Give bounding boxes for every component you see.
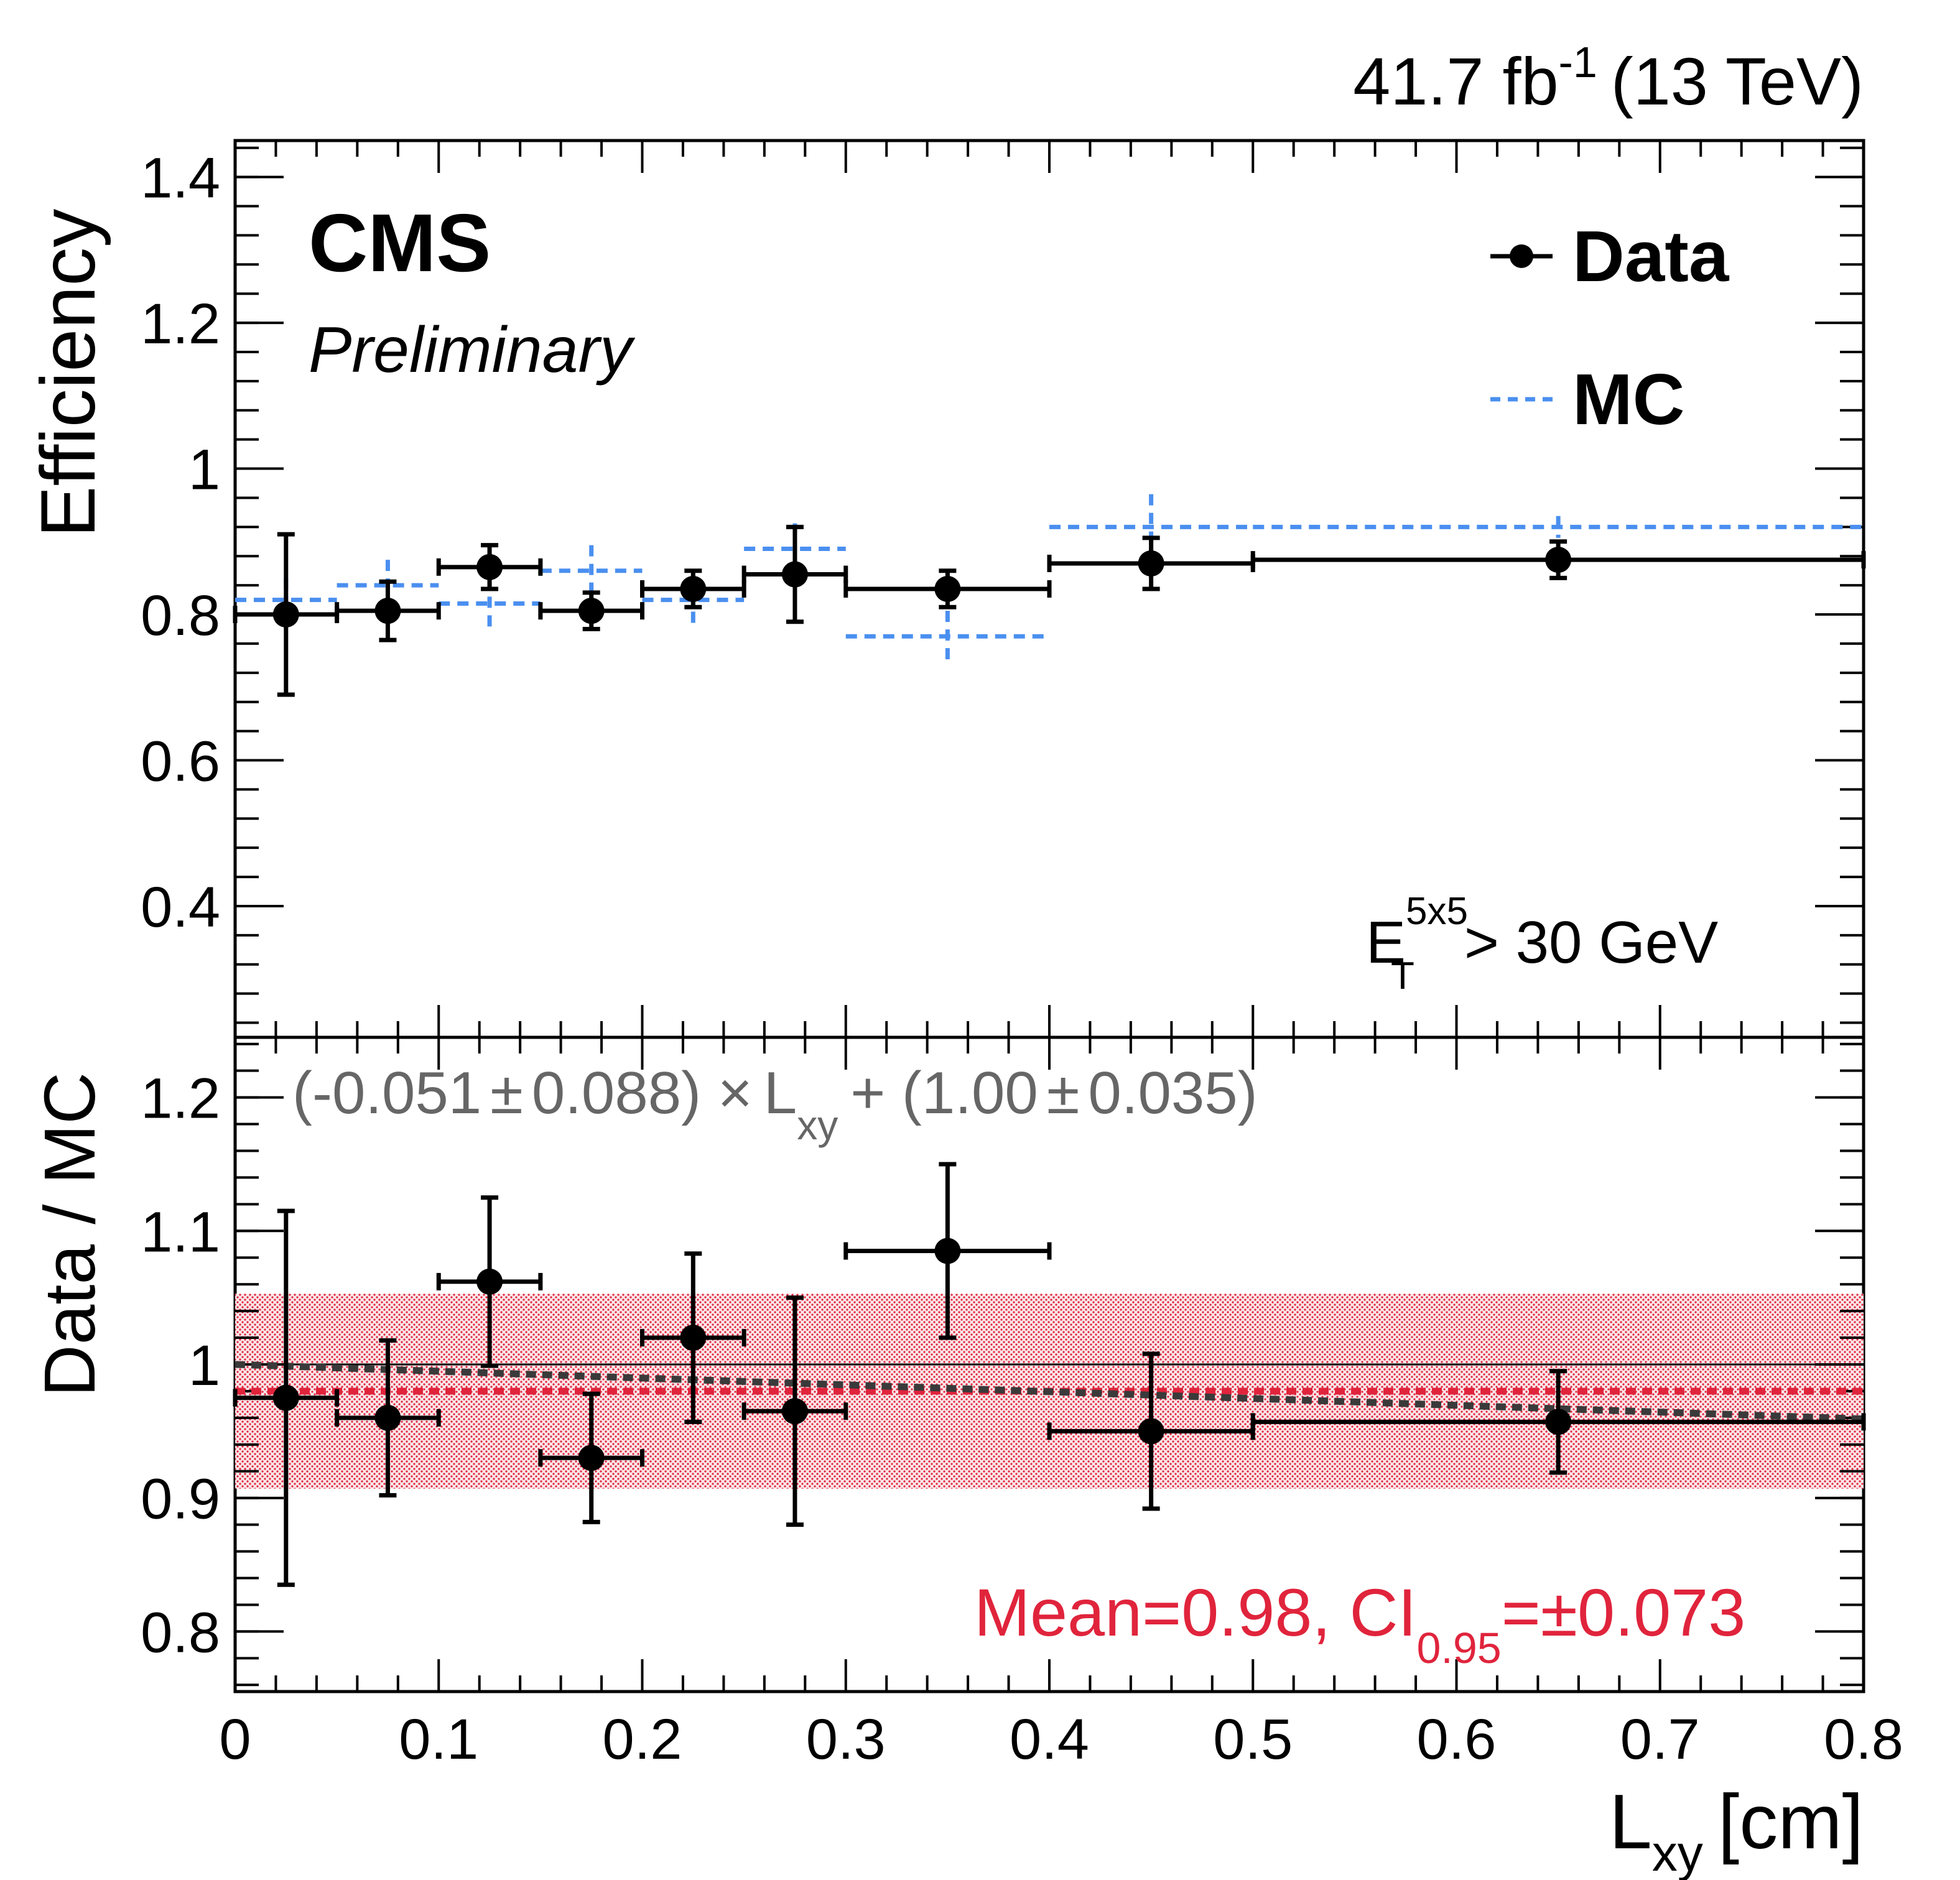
data-point	[843, 568, 1052, 609]
data-point	[1250, 539, 1866, 580]
ratio-point	[640, 1251, 746, 1424]
data-point	[640, 568, 746, 609]
ratio-marker	[934, 1238, 961, 1264]
preliminary-label: Preliminary	[309, 314, 636, 386]
x-tick-label: 0.1	[399, 1708, 478, 1771]
linear-fit-line	[235, 1361, 1864, 1423]
data-series	[233, 524, 1866, 697]
y-tick-label: 0.6	[141, 730, 220, 794]
y-tick-label: 1.2	[141, 292, 220, 356]
ratio-point	[233, 1208, 340, 1587]
ratio-marker	[272, 1384, 299, 1411]
ratio-marker	[476, 1268, 503, 1295]
y-axis-title-bottom: Data / MC	[29, 1072, 110, 1397]
x-tick-label: 0.6	[1417, 1708, 1497, 1771]
et-cut-label: E5x5 T> 30 GeV	[1366, 890, 1718, 998]
ratio-marker	[578, 1445, 605, 1471]
mc-point	[845, 611, 1049, 662]
axis-ticks: 0 0.1 0.2 0.3 0.4 0.5 0.6 0.7 0.8 0.4 0.6 0.8 1 1.2 1.…	[141, 141, 1903, 1771]
lumi-label: 41.7 fb-1 (13 TeV)	[1353, 38, 1864, 119]
x-tick-label: 0.5	[1213, 1708, 1293, 1771]
x-axis-title: Lxy [cm]	[1609, 1779, 1864, 1880]
ratio-point	[741, 1295, 848, 1527]
data-marker	[578, 598, 605, 624]
data-marker	[476, 553, 503, 580]
legend-mc-label: MC	[1572, 359, 1684, 440]
ratio-marker	[680, 1325, 707, 1351]
fit-formula: (-0.051 ±0.088) × Lxy + (1.00 ±0.035)	[292, 1060, 1258, 1148]
data-point	[335, 579, 441, 642]
x-tick-label: 0.8	[1824, 1708, 1903, 1771]
legend-data-marker	[1510, 244, 1533, 268]
y-tick-label: 0.9	[141, 1468, 220, 1531]
data-marker	[374, 598, 401, 624]
ratio-point	[538, 1391, 644, 1524]
ratio-point	[436, 1195, 543, 1368]
x-tick-label: 0.7	[1620, 1708, 1700, 1771]
y-tick-label: 0.8	[141, 584, 220, 647]
y-tick-label: 0.4	[141, 876, 220, 939]
y-axis-title-top: Efficiency	[26, 209, 111, 537]
legend-data-label: Data	[1572, 216, 1730, 297]
y-tick-label: 0.8	[141, 1601, 220, 1664]
mc-point	[1253, 516, 1864, 538]
x-tick-label: 0	[219, 1708, 251, 1771]
data-point	[436, 543, 543, 591]
mc-series	[235, 494, 1864, 662]
y-tick-label: 1.4	[141, 147, 220, 210]
y-tick-label: 1	[188, 438, 220, 502]
y-tick-label: 1.1	[141, 1200, 220, 1264]
ratio-marker	[1138, 1418, 1164, 1445]
ratio-point	[335, 1338, 441, 1498]
data-marker	[781, 561, 808, 588]
y-tick-label: 1	[188, 1334, 220, 1397]
x-tick-label: 0.3	[806, 1708, 886, 1771]
ratio-marker	[374, 1404, 401, 1431]
data-point	[233, 532, 340, 697]
ratio-point	[1047, 1351, 1255, 1511]
reference-lines	[235, 1361, 1864, 1423]
y-tick-label: 1.2	[141, 1067, 220, 1131]
data-marker	[934, 576, 961, 602]
x-tick-label: 0.4	[1010, 1708, 1089, 1771]
data-point	[538, 590, 644, 631]
legend: Data MC	[1490, 216, 1730, 440]
ratio-point	[1250, 1369, 1866, 1475]
data-marker	[680, 576, 707, 602]
ratio-point	[843, 1162, 1052, 1340]
data-marker	[272, 601, 299, 628]
mc-point	[540, 545, 643, 596]
data-marker	[1138, 550, 1164, 577]
ratio-marker	[781, 1398, 808, 1425]
data-point	[741, 524, 848, 624]
mean-ci-label: Mean=0.98, CI0.95=±0.073	[974, 1575, 1745, 1672]
cms-label: CMS	[309, 197, 491, 289]
data-point	[1047, 535, 1255, 591]
ratio-marker	[1545, 1409, 1572, 1435]
data-marker	[1545, 547, 1572, 573]
x-tick-label: 0.2	[603, 1708, 682, 1771]
mc-point	[1049, 494, 1253, 560]
ratio-series	[233, 1162, 1866, 1587]
